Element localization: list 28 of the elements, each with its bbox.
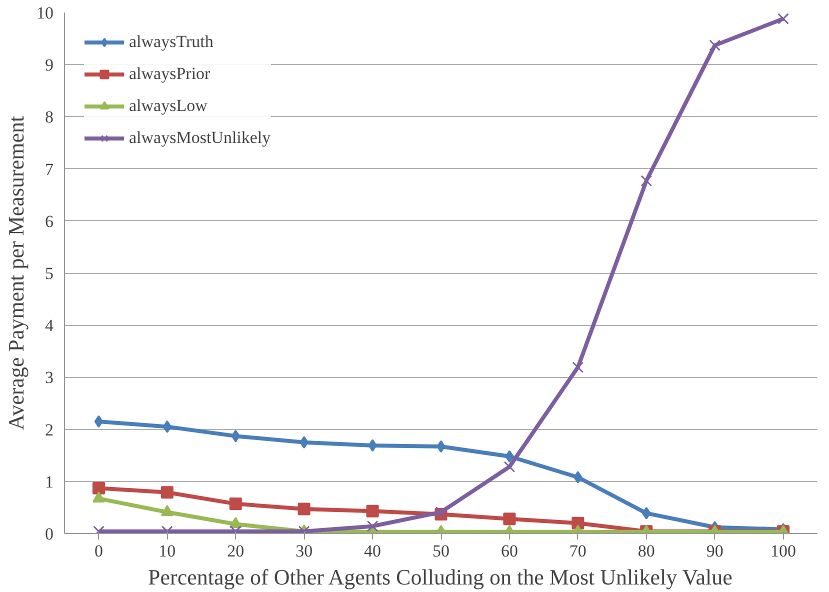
legend-label: alwaysLow: [129, 96, 208, 116]
x-axis-title: Percentage of Other Agents Colluding on the Most Unlikely Value: [148, 564, 732, 590]
x-tick-label: 70: [569, 542, 586, 560]
x-tick-label: 100: [770, 542, 796, 560]
y-tick-label: 6: [45, 212, 54, 231]
x-tick-label: 60: [500, 542, 518, 560]
y-tick-label: 7: [45, 160, 54, 179]
x-tick-label: 30: [296, 542, 313, 560]
x-tick-label: 90: [706, 542, 724, 560]
y-tick-label: 9: [45, 56, 54, 75]
y-tick-label: 5: [45, 264, 54, 283]
x-tick-label: 80: [638, 542, 655, 560]
x-tick-label: 50: [432, 542, 450, 560]
y-tick-label: 1: [45, 472, 54, 492]
legend-label: alwaysTruth: [129, 32, 214, 52]
x-tick-label: 20: [227, 542, 244, 560]
y-tick-label: 3: [45, 368, 54, 388]
legend-label: alwaysMostUnlikely: [129, 128, 271, 148]
x-tick-label: 10: [158, 542, 176, 560]
x-tick-label: 0: [94, 542, 103, 560]
y-tick-label: 0: [45, 524, 54, 544]
legend-label: alwaysPrior: [129, 64, 210, 84]
y-axis-title: Average Payment per Measurement: [4, 116, 28, 430]
x-tick-label: 40: [364, 542, 382, 560]
y-tick-label: 8: [45, 108, 54, 127]
y-tick-label: 2: [45, 420, 54, 440]
y-tick-label: 4: [45, 316, 54, 336]
y-tick-label: 10: [36, 4, 54, 22]
